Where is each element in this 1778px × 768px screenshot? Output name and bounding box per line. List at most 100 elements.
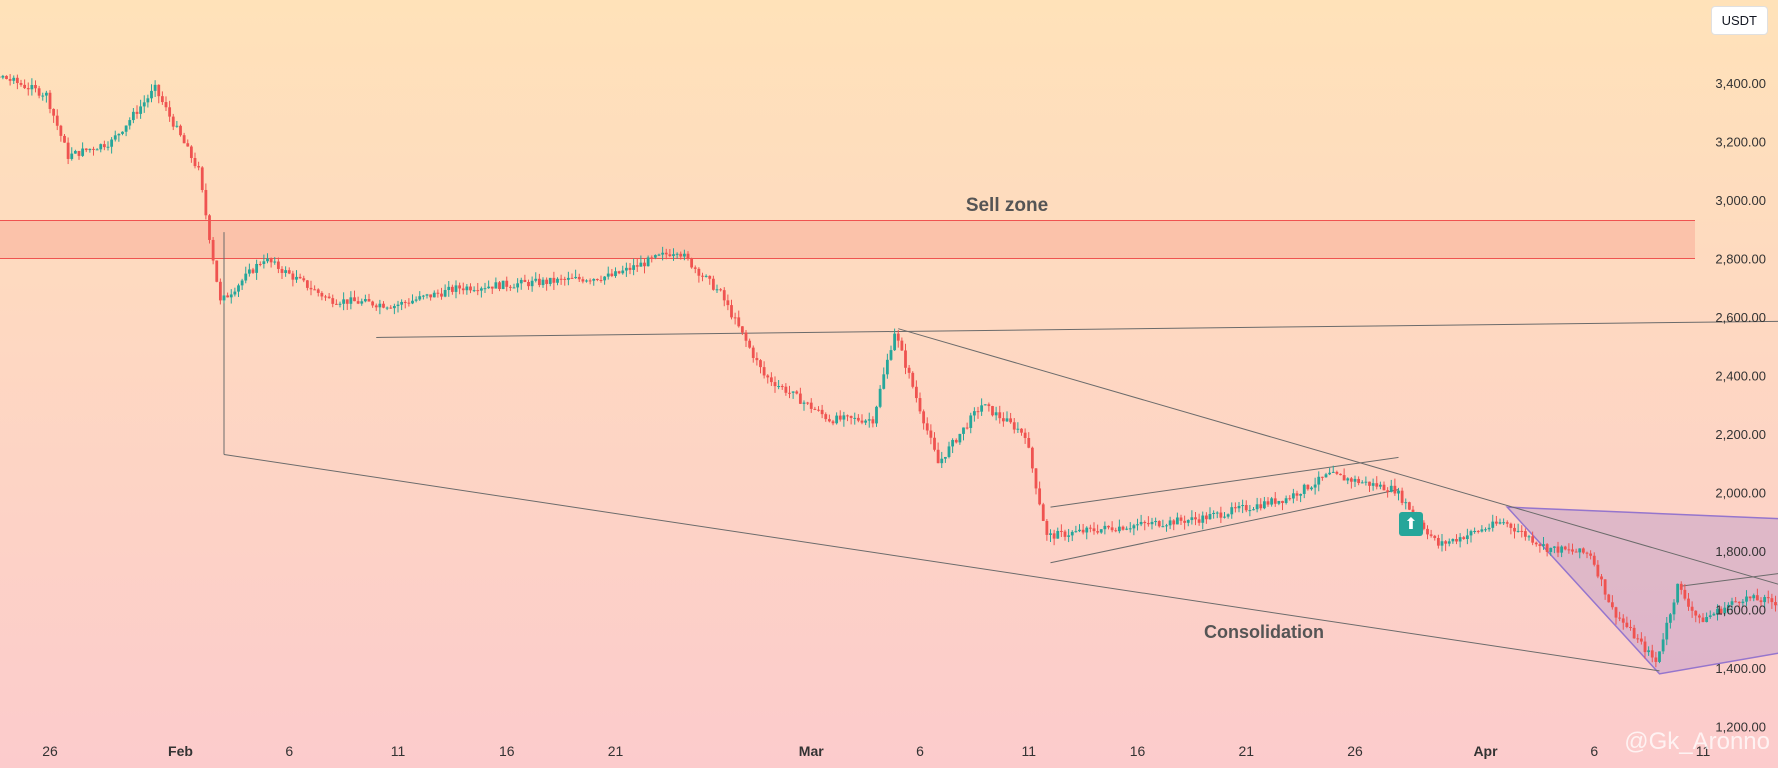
candle-body	[432, 292, 436, 298]
candle-body	[1183, 520, 1187, 523]
candle-body	[846, 415, 849, 417]
candle-body	[1716, 608, 1719, 614]
candle-body	[385, 307, 389, 309]
candle-body	[701, 275, 704, 277]
candle-body	[139, 106, 143, 114]
candle-body	[327, 296, 331, 299]
candle-body	[704, 275, 708, 277]
candle-body	[1128, 528, 1132, 530]
candle-body	[186, 143, 190, 147]
candle-body	[1288, 498, 1292, 500]
candle-body	[1498, 522, 1502, 524]
candle-body	[305, 280, 309, 288]
candle-body	[595, 278, 599, 280]
arrow-up-icon[interactable]: ⬆	[1399, 512, 1423, 536]
candle-body	[1331, 471, 1335, 473]
candle-body	[682, 253, 686, 257]
candle-body	[1172, 520, 1176, 525]
candle-body	[1523, 531, 1527, 537]
x-tick-label: 6	[1590, 743, 1598, 759]
candle-body	[657, 254, 661, 256]
candle-body	[628, 267, 632, 270]
candle-body	[483, 288, 487, 290]
candle-body	[1694, 610, 1698, 616]
candle-body	[168, 107, 172, 117]
candle-body	[1081, 529, 1085, 533]
candle-body	[447, 286, 451, 291]
candle-body	[1730, 601, 1734, 605]
candle-body	[864, 420, 868, 423]
candle-body	[472, 290, 476, 292]
candle-body	[893, 333, 897, 351]
candle-body	[226, 295, 230, 298]
candle-body	[1462, 537, 1466, 540]
candle-body	[1241, 505, 1245, 507]
candle-body	[664, 252, 668, 255]
candle-body	[1132, 525, 1136, 529]
candle-body	[1357, 478, 1361, 484]
candle-body	[1219, 512, 1223, 518]
candle-body	[237, 285, 240, 292]
candle-body	[19, 83, 23, 85]
y-tick-label: 1,600.00	[1715, 603, 1766, 618]
candle-body	[1168, 520, 1172, 526]
candle-body	[117, 133, 121, 136]
candle-body	[1600, 576, 1603, 580]
candle-body	[581, 279, 585, 282]
candle-body	[1346, 478, 1350, 481]
candle-body	[266, 258, 269, 262]
y-tick-label: 1,200.00	[1715, 720, 1766, 735]
candle-body	[5, 75, 8, 80]
x-tick-label: 16	[499, 743, 515, 759]
candle-body	[425, 294, 429, 296]
y-tick-label: 3,400.00	[1715, 76, 1766, 91]
candle-body	[1458, 537, 1462, 542]
candle-body	[534, 278, 538, 281]
candle-body	[617, 271, 621, 274]
y-tick-label: 3,000.00	[1715, 193, 1766, 208]
candle-body	[856, 417, 860, 421]
candle-body	[0, 76, 1, 78]
candle-body	[1335, 471, 1339, 474]
candle-body	[1679, 583, 1683, 590]
candle-body	[690, 258, 694, 268]
candle-body	[1770, 598, 1774, 603]
candle-body	[197, 166, 201, 168]
candle-body	[70, 153, 74, 159]
candle-body	[334, 303, 338, 305]
candle-body	[41, 95, 45, 97]
candle-body	[218, 281, 222, 301]
candle-body	[1052, 533, 1056, 539]
candle-body	[838, 415, 842, 420]
candle-body	[777, 386, 781, 388]
candle-body	[1020, 428, 1023, 433]
candle-body	[37, 88, 41, 96]
y-tick-label: 2,600.00	[1715, 310, 1766, 325]
candle-body	[1494, 521, 1498, 524]
candle-body	[1650, 650, 1654, 658]
candle-body	[1444, 541, 1448, 544]
candle-body	[643, 262, 646, 267]
candle-body	[309, 287, 313, 290]
candle-body	[1473, 530, 1477, 532]
candle-body	[1433, 535, 1437, 539]
candle-body	[1255, 504, 1259, 510]
candle-body	[153, 84, 157, 91]
candle-body	[324, 296, 327, 298]
candle-body	[211, 239, 215, 261]
candle-body	[552, 277, 556, 283]
candle-body	[1179, 517, 1183, 521]
candle-body	[15, 77, 19, 84]
candle-body	[976, 411, 980, 413]
candle-body	[1429, 534, 1433, 536]
candle-body	[853, 417, 857, 419]
candle-body	[748, 340, 752, 348]
channel-line-0	[1050, 489, 1399, 564]
candle-body	[262, 261, 266, 264]
candle-body	[1259, 504, 1263, 509]
y-tick-label: 2,000.00	[1715, 486, 1766, 501]
candle-body	[1516, 530, 1520, 532]
candle-body	[1705, 616, 1709, 623]
candle-body	[1273, 498, 1277, 504]
